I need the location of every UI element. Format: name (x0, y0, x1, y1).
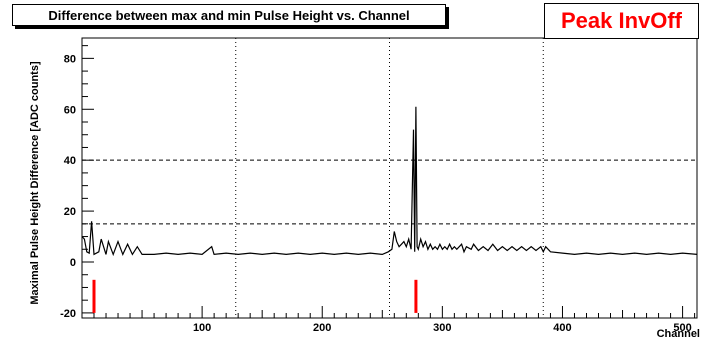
x-tick-label: 100 (193, 322, 211, 334)
x-tick-label: 400 (553, 322, 571, 334)
x-tick-label: 300 (433, 322, 451, 334)
x-tick-label: 500 (673, 322, 691, 334)
y-axis-label: Maximal Pulse Height Difference [ADC cou… (29, 61, 41, 305)
x-tick-label: 200 (313, 322, 331, 334)
y-tick-label: 40 (64, 155, 76, 167)
y-tick-label: 80 (64, 53, 76, 65)
chart-title: Difference between max and min Pulse Hei… (12, 4, 446, 26)
series-line (81, 106, 698, 257)
y-tick-label: -20 (60, 308, 76, 320)
y-tick-label: 20 (64, 206, 76, 218)
annotation-label: Peak InvOff (544, 3, 699, 39)
x-axis-label: Channel (656, 328, 700, 340)
y-tick-label: 0 (70, 257, 76, 269)
y-tick-label: 60 (64, 104, 76, 116)
